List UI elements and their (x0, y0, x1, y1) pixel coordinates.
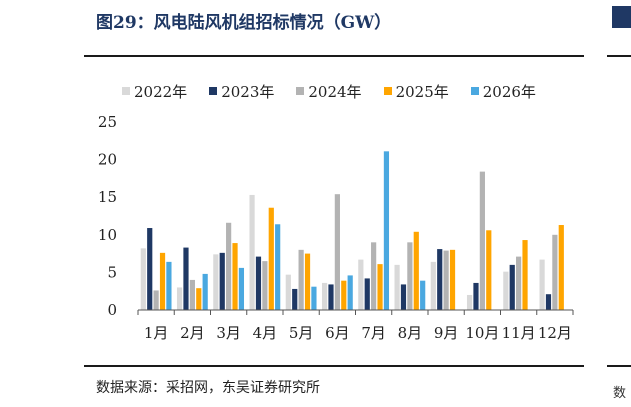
bar (473, 282, 479, 310)
bar (334, 194, 340, 310)
bar (275, 224, 281, 310)
legend-item: 2025年 (383, 81, 449, 102)
bar (509, 264, 515, 310)
legend-swatch (296, 87, 305, 95)
adjacent-source-fragment: 数 (613, 386, 627, 401)
y-tick-label: 25 (98, 113, 117, 131)
bar (383, 151, 390, 310)
x-tick-label: 7月 (361, 324, 386, 342)
x-tick-label: 8月 (398, 324, 423, 342)
bar (183, 247, 189, 310)
x-tick-label: 4月 (253, 324, 278, 342)
y-tick-label: 15 (98, 188, 117, 206)
bar (341, 280, 347, 310)
legend-label: 2026年 (482, 82, 536, 101)
bar (394, 264, 400, 310)
legend-label: 2024年 (308, 82, 362, 101)
legend-label: 2022年 (134, 82, 188, 101)
bar (522, 240, 528, 310)
bar (466, 294, 473, 310)
legend-swatch (470, 87, 479, 95)
bar (249, 194, 255, 310)
bar (347, 275, 353, 310)
bar (552, 234, 558, 310)
bar (420, 280, 426, 310)
legend-label: 2025年 (395, 82, 449, 101)
legend-item: 2023年 (209, 81, 274, 102)
bar (268, 207, 274, 310)
x-tick-label: 12月 (538, 324, 572, 342)
adjacent-bottom-rule (607, 365, 631, 367)
bar (407, 242, 413, 310)
x-tick-label: 1月 (144, 324, 169, 342)
bar (255, 256, 262, 310)
bar (413, 231, 419, 310)
bar (238, 267, 245, 310)
bar (166, 261, 172, 310)
bar (159, 252, 166, 310)
chart-title: 图29：风电陆风机组招标情况（GW） (96, 13, 392, 33)
data-source-note: 数据来源：采招网，东吴证券研究所 (96, 380, 320, 396)
bottom-rule (84, 365, 584, 367)
y-tick-label: 10 (98, 226, 117, 244)
adjacent-top-rule (607, 55, 631, 57)
legend: 2022年 2023年 2024年 2025年 2026年 (122, 80, 558, 102)
legend-item: 2026年 (470, 81, 536, 102)
bar (486, 230, 492, 310)
y-tick-label: 0 (107, 301, 117, 319)
bar (176, 287, 183, 310)
bar (304, 253, 311, 310)
bar (516, 256, 522, 310)
adjacent-chart-title-fragment (612, 6, 631, 28)
x-tick-label: 9月 (434, 324, 459, 342)
bar (189, 279, 195, 310)
bar (430, 261, 436, 310)
bar (202, 273, 208, 310)
bar (437, 249, 443, 310)
bar (558, 225, 564, 310)
bar (479, 171, 485, 310)
legend-item: 2022年 (122, 81, 187, 102)
bar (292, 288, 298, 310)
legend-item: 2024年 (296, 81, 362, 102)
bar (311, 286, 317, 310)
bar (147, 228, 153, 310)
bar (371, 242, 377, 310)
bar (400, 284, 407, 310)
legend-swatch (383, 87, 392, 95)
legend-swatch (122, 87, 130, 95)
bar (358, 259, 364, 310)
bar (328, 284, 334, 310)
x-tick-label: 6月 (325, 324, 350, 342)
bar (545, 294, 552, 310)
bar (140, 248, 146, 310)
x-tick-label: 11月 (502, 324, 536, 342)
bar (449, 249, 456, 310)
legend-swatch (209, 87, 218, 95)
bar (298, 249, 304, 310)
bar (213, 254, 219, 310)
bar (262, 261, 268, 310)
y-tick-label: 20 (98, 151, 117, 169)
bar (196, 288, 202, 310)
bar (285, 274, 291, 310)
x-tick-label: 2月 (180, 324, 205, 342)
x-tick-label: 3月 (216, 324, 241, 342)
bar (219, 252, 225, 310)
bar (153, 290, 159, 310)
top-rule (84, 55, 584, 57)
bar (377, 264, 383, 310)
bar (364, 278, 370, 310)
legend-label: 2023年 (221, 82, 275, 101)
x-tick-label: 5月 (289, 324, 314, 342)
y-tick-label: 5 (107, 263, 117, 281)
bar (539, 259, 545, 310)
x-tick-label: 10月 (465, 324, 499, 342)
bar (321, 282, 328, 310)
bar (443, 250, 449, 310)
bar (232, 243, 238, 310)
bar (503, 271, 509, 310)
bar (226, 222, 232, 310)
